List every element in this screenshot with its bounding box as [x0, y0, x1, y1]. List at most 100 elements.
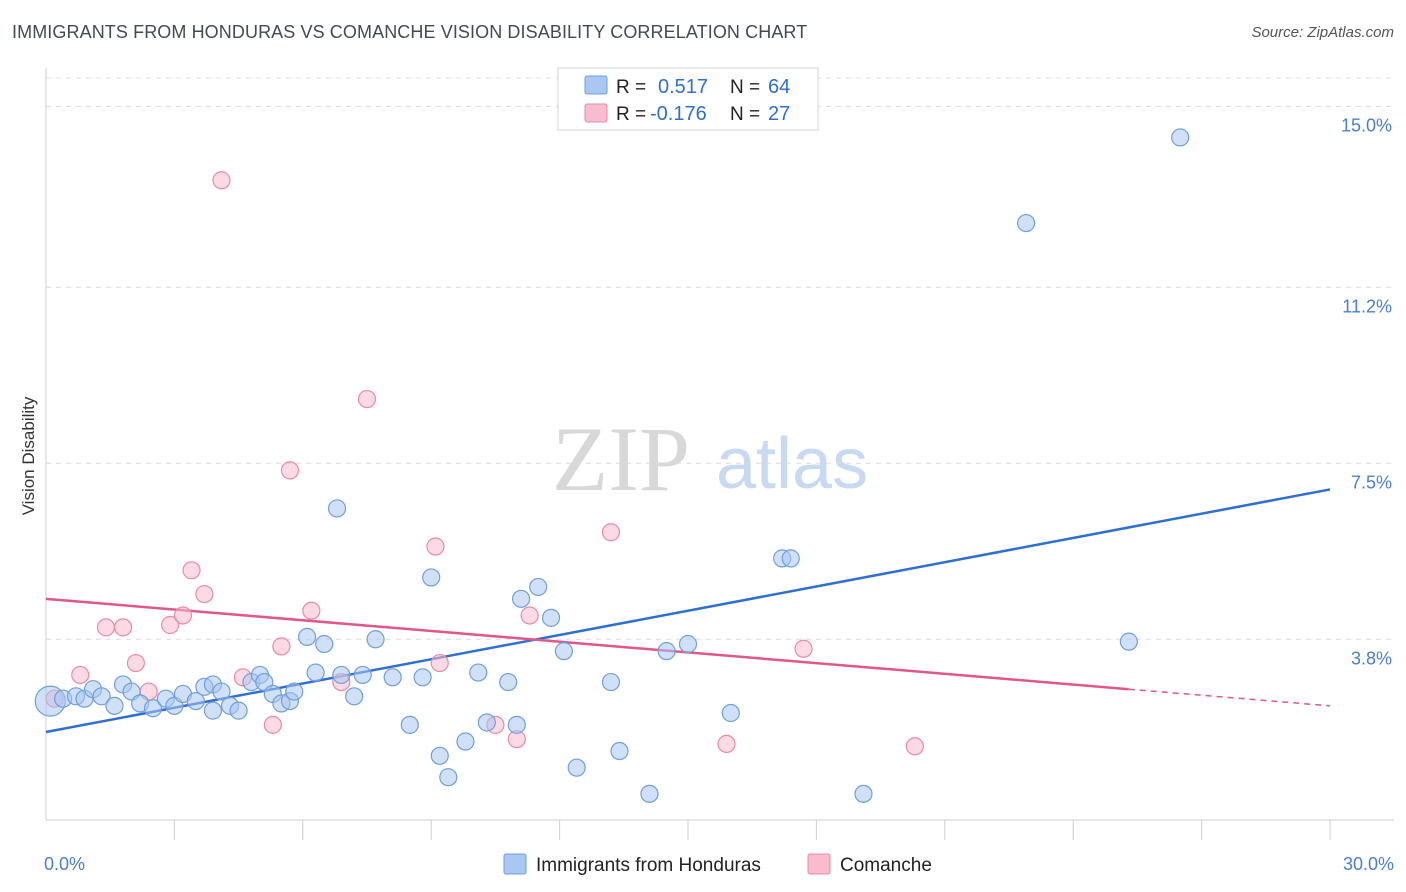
honduras-point [229, 701, 248, 720]
comanche-point [717, 734, 736, 753]
comanche-point [263, 715, 282, 734]
honduras-point [511, 589, 531, 608]
y-tick-labels: 3.8% 7.5% 11.2% 15.0% [1341, 116, 1392, 669]
legend-n-value-blue: 64 [768, 76, 790, 98]
honduras-point [1017, 213, 1036, 233]
trend-line-honduras [45, 488, 1331, 734]
honduras-point [469, 663, 488, 682]
legend-r-label-pink: R = [616, 104, 646, 125]
series-label-comanche: Comanche [840, 855, 932, 876]
comanche-point [96, 618, 116, 637]
correlation-legend: R = 0.517 N = 64 R = -0.176 N = 27 [557, 67, 819, 131]
comanche-point [182, 561, 201, 580]
comanche-point [212, 171, 231, 190]
honduras-point [601, 672, 621, 692]
honduras-point [439, 768, 458, 787]
watermark-atlas: atlas [716, 424, 868, 504]
honduras-point [332, 665, 351, 685]
honduras-point [529, 577, 548, 597]
legend-r-value-blue: 0.517 [658, 76, 708, 98]
comanche-point [71, 665, 90, 685]
y-tick-label: 3.8% [1351, 648, 1392, 668]
honduras-point [567, 758, 586, 777]
honduras-point [203, 701, 223, 720]
comanche-point [430, 653, 449, 673]
comanche-point [280, 461, 300, 480]
x-tick-label-start: 0.0% [44, 854, 85, 874]
x-tick-labels: 0.0% 30.0% [44, 854, 1394, 874]
honduras-point [507, 715, 526, 734]
honduras-point [678, 634, 698, 654]
series-swatch-honduras [503, 853, 527, 875]
honduras-point [297, 627, 317, 646]
honduras-point [781, 549, 800, 568]
honduras-point [422, 568, 441, 587]
honduras-point [657, 642, 676, 661]
honduras-point [610, 741, 629, 761]
honduras-point [366, 630, 385, 649]
comanche-point [173, 606, 193, 625]
watermark-zip: ZIP [552, 408, 690, 510]
honduras-point [554, 642, 573, 661]
honduras-point [413, 668, 432, 687]
chart-title: IMMIGRANTS FROM HONDURAS VS COMANCHE VIS… [12, 22, 808, 42]
honduras-point [306, 663, 325, 682]
legend-n-label-blue: N = [730, 77, 760, 98]
legend-n-label-pink: N = [730, 104, 760, 125]
comanche-point [195, 584, 214, 604]
comanche-point [520, 606, 539, 625]
honduras-point [285, 682, 304, 701]
honduras-point [353, 665, 372, 685]
legend-swatch-pink [584, 103, 608, 123]
y-axis-title: Vision Disability [19, 396, 38, 515]
comanche-point [113, 618, 133, 637]
legend-swatch-blue [584, 75, 608, 95]
honduras-point [499, 672, 518, 692]
honduras-point [105, 696, 124, 715]
legend-n-value-pink: 27 [768, 103, 790, 125]
honduras-point [721, 703, 740, 723]
y-tick-label: 15.0% [1341, 116, 1392, 136]
comanche-point [357, 389, 377, 409]
honduras-point [92, 687, 111, 706]
legend-r-label-blue: R = [616, 77, 646, 98]
honduras-point [345, 687, 364, 706]
honduras-point [212, 682, 231, 701]
honduras-point [854, 784, 873, 803]
honduras-point [541, 608, 561, 627]
comanche-point [794, 639, 813, 658]
y-tick-label: 7.5% [1351, 472, 1392, 492]
honduras-point [456, 732, 475, 751]
y-tick-label: 11.2% [1342, 296, 1392, 316]
honduras-point [430, 746, 449, 765]
honduras-point [1171, 128, 1190, 147]
series-swatch-comanche [807, 853, 831, 875]
comanche-point [601, 523, 621, 542]
x-tick-label-end: 30.0% [1343, 854, 1394, 874]
watermark: ZIP atlas [552, 408, 868, 510]
honduras-point [315, 634, 334, 654]
honduras-point [1119, 632, 1138, 651]
honduras-points [34, 128, 1190, 803]
trend-line-comanche-extension [1128, 688, 1331, 707]
series-label-honduras: Immigrants from Honduras [536, 855, 761, 876]
grid-lines [46, 77, 1394, 640]
chart-source: Source: ZipAtlas.com [1251, 24, 1394, 41]
trend-line-comanche [45, 597, 1129, 691]
series-legend: Immigrants from Honduras Comanche [503, 853, 932, 876]
legend-r-value-pink: -0.176 [650, 103, 707, 125]
comanche-point [272, 637, 291, 656]
honduras-point [383, 668, 402, 687]
comanche-point [426, 537, 445, 556]
honduras-point [186, 691, 205, 711]
comanche-point [126, 653, 145, 673]
comanche-point [905, 737, 924, 756]
comanche-point [161, 615, 180, 635]
trend-lines [45, 488, 1331, 734]
comanche-point [302, 601, 321, 620]
honduras-point [400, 715, 419, 734]
honduras-point [327, 499, 347, 518]
honduras-point [640, 784, 659, 803]
honduras-point [477, 713, 496, 732]
